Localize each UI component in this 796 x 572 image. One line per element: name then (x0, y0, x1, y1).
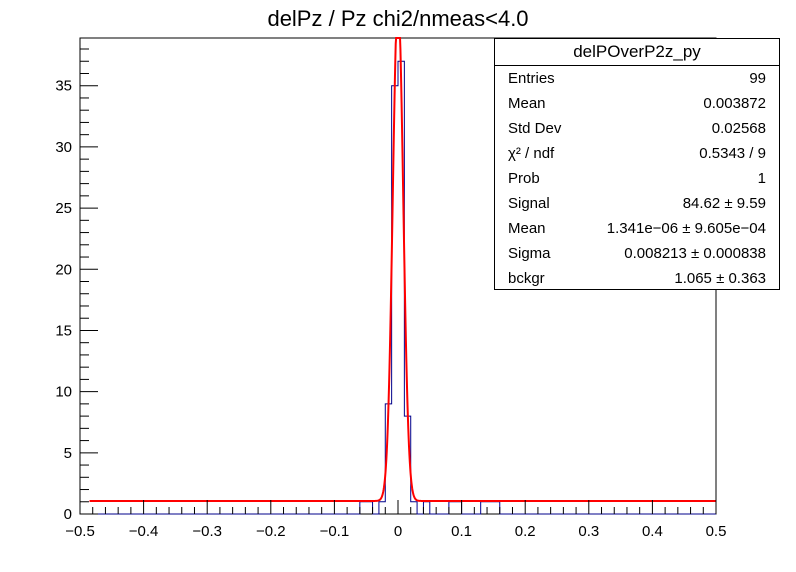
stats-row: Sigma 0.008213 ± 0.000838 (495, 241, 779, 266)
x-tick-label: −0.5 (65, 523, 95, 540)
stats-value: 1.065 ± 0.363 (674, 270, 766, 287)
stats-row: Entries 99 (495, 66, 779, 91)
x-tick-label: −0.1 (320, 523, 350, 540)
histogram-bin (366, 502, 372, 514)
histogram-bin (411, 502, 417, 514)
histogram-bin (487, 502, 493, 514)
stats-row: Mean 0.003872 (495, 91, 779, 116)
y-tick-label: 0 (64, 506, 72, 523)
y-tick-label: 30 (55, 139, 72, 156)
x-tick-label: −0.2 (256, 523, 286, 540)
stats-value: 1.341e−06 ± 9.605e−04 (606, 220, 766, 237)
histogram-bin (481, 502, 487, 514)
x-tick-label: 0.1 (451, 523, 472, 540)
stats-value: 0.008213 ± 0.000838 (624, 245, 766, 262)
stats-box: delPOverP2z_py Entries 99 Mean 0.003872 Std … (494, 38, 780, 290)
x-tick-label: 0 (394, 523, 402, 540)
chart-title: delPz / Pz chi2/nmeas<4.0 (267, 6, 529, 31)
histogram-bin (360, 502, 366, 514)
x-tick-label: 0.4 (642, 523, 663, 540)
histogram-bin (449, 502, 455, 514)
stats-key: Std Dev (508, 120, 562, 137)
stats-key: Signal (508, 195, 550, 212)
stats-key: Mean (508, 95, 546, 112)
histogram-bin (423, 502, 429, 514)
stats-value: 0.5343 / 9 (699, 145, 766, 162)
stats-value: 1 (757, 170, 766, 187)
histogram-bin (379, 502, 385, 514)
x-tick-label: −0.3 (192, 523, 222, 540)
stats-row: χ² / ndf 0.5343 / 9 (495, 141, 779, 166)
stats-value: 84.62 ± 9.59 (682, 195, 766, 212)
y-tick-label: 15 (55, 322, 72, 339)
x-tick-label: 0.2 (515, 523, 536, 540)
stats-key: Mean (508, 220, 546, 237)
y-tick-label: 25 (55, 200, 72, 217)
stats-box-title: delPOverP2z_py (495, 39, 779, 66)
y-tick-label: 35 (55, 78, 72, 95)
stats-key: Prob (508, 170, 540, 187)
stats-row: Prob 1 (495, 166, 779, 191)
stats-key: Sigma (508, 245, 551, 262)
x-tick-label: −0.4 (129, 523, 159, 540)
stats-row: Mean 1.341e−06 ± 9.605e−04 (495, 216, 779, 241)
x-tick-label: 0.3 (578, 523, 599, 540)
stats-value: 99 (749, 70, 766, 87)
stats-row: bckgr 1.065 ± 0.363 (495, 266, 779, 291)
x-tick-label: 0.5 (706, 523, 727, 540)
y-tick-label: 10 (55, 384, 72, 401)
stats-value: 0.003872 (703, 95, 766, 112)
fit-curve (89, 37, 716, 502)
stats-row: Std Dev 0.02568 (495, 116, 779, 141)
stats-row: Signal 84.62 ± 9.59 (495, 191, 779, 216)
histogram-bin (493, 502, 499, 514)
histogram-bin (455, 502, 461, 514)
stats-key: χ² / ndf (508, 145, 555, 162)
stats-key: Entries (508, 70, 555, 87)
y-tick-label: 5 (64, 445, 72, 462)
y-tick-label: 20 (55, 261, 72, 278)
stats-key: bckgr (508, 270, 545, 287)
stats-value: 0.02568 (711, 120, 766, 137)
